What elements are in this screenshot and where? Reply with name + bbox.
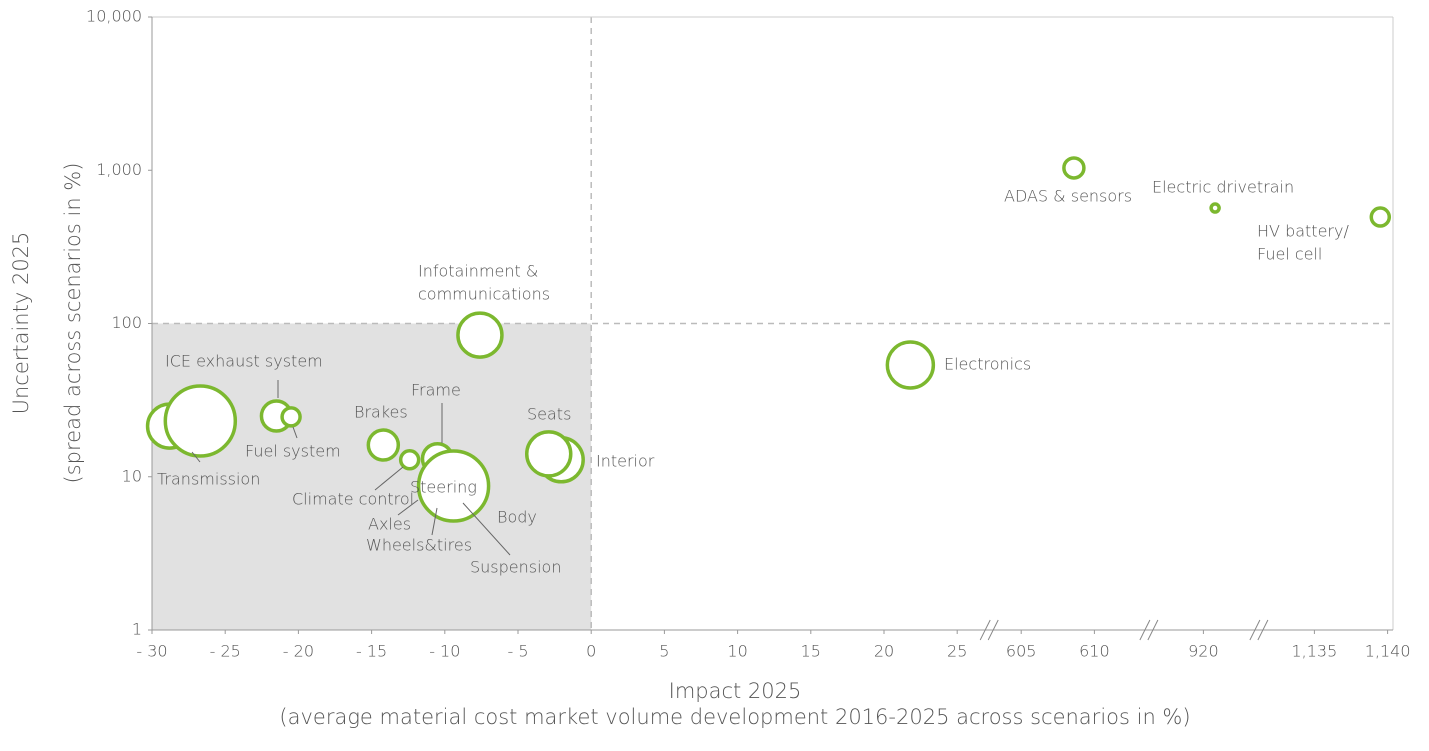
- x-tick-label: 15: [801, 642, 821, 661]
- point-label: ADAS & sensors: [1004, 187, 1132, 206]
- x-tick-label: - 20: [283, 642, 314, 661]
- bubble: [366, 428, 401, 462]
- bubble: [456, 311, 504, 359]
- point-label: Fuel system: [245, 442, 341, 461]
- y-axis-title: (spread across scenarios in %): [61, 163, 85, 484]
- x-tick-label: 920: [1188, 642, 1219, 661]
- point-label: Infotainment &: [418, 262, 538, 281]
- bubble: [1062, 156, 1086, 180]
- point-label: Climate control: [292, 490, 414, 509]
- axis-break: [1139, 619, 1151, 641]
- x-tick-label: - 15: [356, 642, 387, 661]
- leader-line: [191, 451, 201, 463]
- leader-line: [462, 502, 511, 556]
- y-tick-label: 100: [111, 313, 142, 332]
- point-label: Brakes: [354, 403, 408, 422]
- x-tick-label: - 10: [429, 642, 460, 661]
- bubble: [524, 430, 573, 478]
- axis-break: [1257, 619, 1269, 641]
- bubble: [1209, 202, 1221, 214]
- point-label: Transmission: [157, 470, 260, 489]
- x-tick-label: 0: [586, 642, 596, 661]
- x-axis-title: (average material cost market volume dev…: [279, 705, 1190, 729]
- leader-line: [431, 507, 438, 536]
- x-tick-label: 1,140: [1365, 642, 1411, 661]
- axis-break: [979, 619, 991, 641]
- point-label: Seats: [527, 405, 571, 424]
- quadrant-shade: [152, 323, 592, 630]
- x-axis-title: Impact 2025: [669, 679, 802, 703]
- point-label: Suspension: [470, 558, 561, 577]
- point-label: Axles: [368, 515, 411, 534]
- bubble: [1369, 206, 1392, 228]
- x-tick-label: 1,135: [1291, 642, 1337, 661]
- x-tick-label: 25: [947, 642, 967, 661]
- point-label: Electric drivetrain: [1152, 178, 1294, 197]
- point-label: Electronics: [944, 355, 1031, 374]
- point-label: Frame: [411, 381, 461, 400]
- leader-line: [374, 466, 404, 491]
- y-tick-label: 1: [132, 620, 142, 639]
- point-label: Body: [497, 508, 537, 527]
- axis-break: [1147, 619, 1159, 641]
- leader-line: [292, 426, 298, 439]
- x-tick-label: 605: [1006, 642, 1037, 661]
- bubble: [885, 340, 936, 390]
- point-label: Steering: [410, 478, 477, 497]
- point-label: communications: [418, 285, 550, 304]
- x-tick-label: 20: [874, 642, 894, 661]
- y-tick-label: 10: [122, 466, 142, 485]
- bubble: [163, 384, 238, 458]
- point-label: Fuel cell: [1257, 245, 1322, 264]
- bubble: [398, 449, 421, 471]
- x-tick-label: - 25: [210, 642, 241, 661]
- axis-break: [1249, 619, 1261, 641]
- x-tick-label: - 5: [507, 642, 528, 661]
- point-label: Interior: [596, 452, 655, 471]
- point-label: Wheels&tires: [366, 536, 472, 555]
- bubble: [280, 406, 302, 428]
- x-tick-label: 10: [727, 642, 747, 661]
- x-tick-label: 610: [1079, 642, 1110, 661]
- leader-line: [397, 499, 419, 516]
- y-tick-label: 1,000: [96, 160, 142, 179]
- x-tick-label: 5: [659, 642, 669, 661]
- bubble: [416, 449, 491, 523]
- point-label: HV battery/: [1257, 222, 1349, 241]
- point-label: ICE exhaust system: [165, 352, 323, 371]
- axis-break: [987, 619, 999, 641]
- x-tick-label: - 30: [136, 642, 167, 661]
- y-axis-title: Uncertainty 2025: [9, 232, 33, 415]
- y-tick-label: 10,000: [86, 7, 142, 26]
